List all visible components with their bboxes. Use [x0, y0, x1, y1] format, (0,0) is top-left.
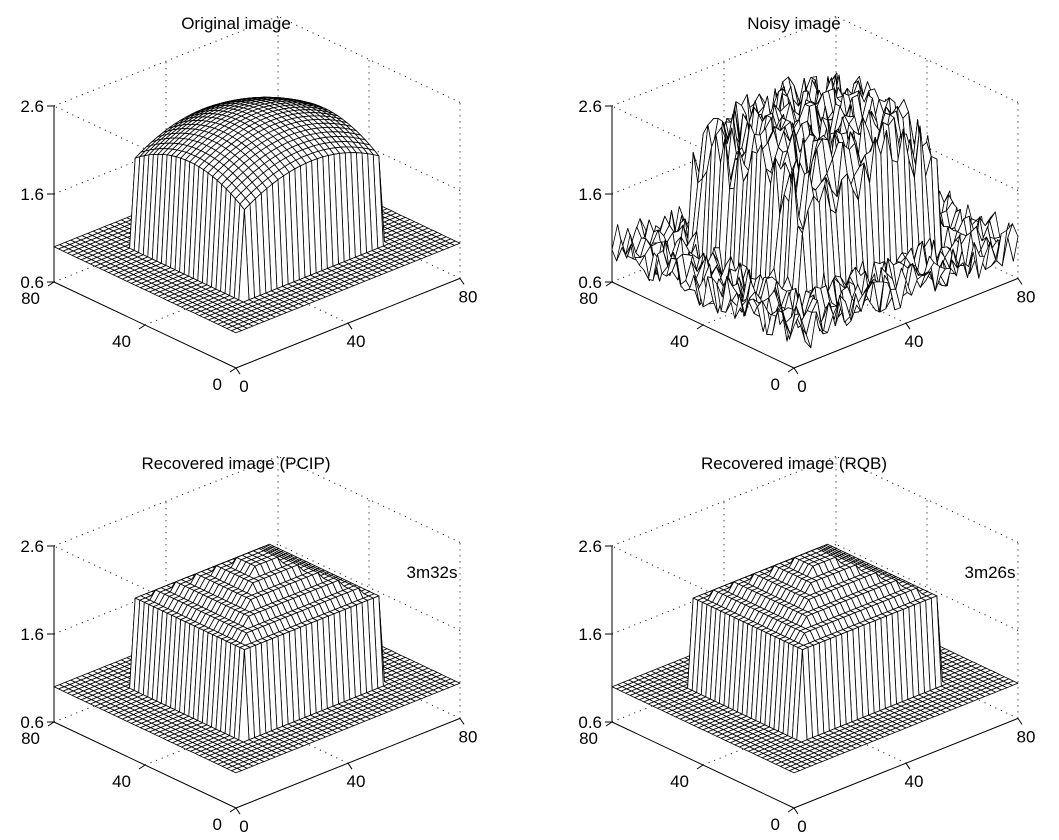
panel-recovered-pcip: Recovered image (PCIP) 3m32s 00404080800…	[20, 454, 477, 836]
y-tick	[229, 367, 237, 373]
x-tick-label: 40	[347, 772, 366, 791]
x-tick-label: 0	[239, 817, 248, 836]
x-tick	[793, 367, 799, 375]
grid-line	[277, 15, 461, 103]
y-tick-label: 0	[213, 375, 222, 394]
panel-title: Recovered image (PCIP)	[142, 454, 331, 473]
z-tick-label: 1.6	[20, 625, 44, 644]
z-tick-label: 0.6	[20, 713, 44, 732]
grid-line	[611, 15, 837, 107]
y-tick	[138, 324, 146, 330]
y-tick	[47, 281, 55, 287]
z-tick-label: 1.6	[20, 185, 44, 204]
y-tick-label: 40	[112, 772, 131, 791]
y-tick-label: 40	[670, 332, 689, 351]
y-tick	[138, 764, 146, 770]
z-tick-label: 2.6	[20, 97, 44, 116]
panel-title: Recovered image (RQB)	[701, 454, 887, 473]
x-tick	[459, 278, 465, 285]
y-tick	[696, 324, 704, 330]
z-tick-label: 2.6	[20, 537, 44, 556]
x-tick-label: 0	[239, 377, 248, 396]
panel-title: Noisy image	[747, 14, 841, 33]
x-tick	[347, 762, 353, 770]
runtime-annotation: 3m32s	[406, 563, 457, 582]
z-tick-label: 0.6	[20, 273, 44, 292]
x-tick	[1017, 278, 1023, 285]
y-tick	[47, 721, 55, 727]
z-tick-label: 2.6	[578, 97, 602, 116]
x-tick	[905, 322, 911, 330]
y-tick	[605, 281, 613, 287]
runtime-annotation: 3m26s	[964, 563, 1015, 582]
panel-recovered-rqb: Recovered image (RQB) 3m26s 00404080800.…	[578, 454, 1035, 836]
x-tick-label: 40	[905, 332, 924, 351]
y-tick-label: 40	[112, 332, 131, 351]
y-tick-label: 0	[213, 815, 222, 834]
x-tick-label: 0	[797, 377, 806, 396]
z-tick-label: 1.6	[578, 185, 602, 204]
x-tick-label: 40	[347, 332, 366, 351]
surface-cell	[230, 327, 243, 334]
x-tick-label: 80	[1017, 287, 1036, 306]
y-tick	[229, 807, 237, 813]
grid-line	[53, 15, 279, 107]
x-tick	[347, 322, 353, 330]
x-tick	[235, 807, 241, 815]
panel-title: Original image	[181, 14, 291, 33]
x-tick-label: 80	[459, 287, 478, 306]
grid-line	[835, 15, 1019, 103]
x-tick-label: 80	[459, 727, 478, 746]
x-tick	[459, 718, 465, 725]
y-tick	[787, 367, 795, 373]
x-tick	[235, 367, 241, 375]
z-tick-label: 0.6	[578, 273, 602, 292]
y-tick-label: 80	[21, 289, 40, 308]
y-tick-label: 0	[771, 375, 780, 394]
